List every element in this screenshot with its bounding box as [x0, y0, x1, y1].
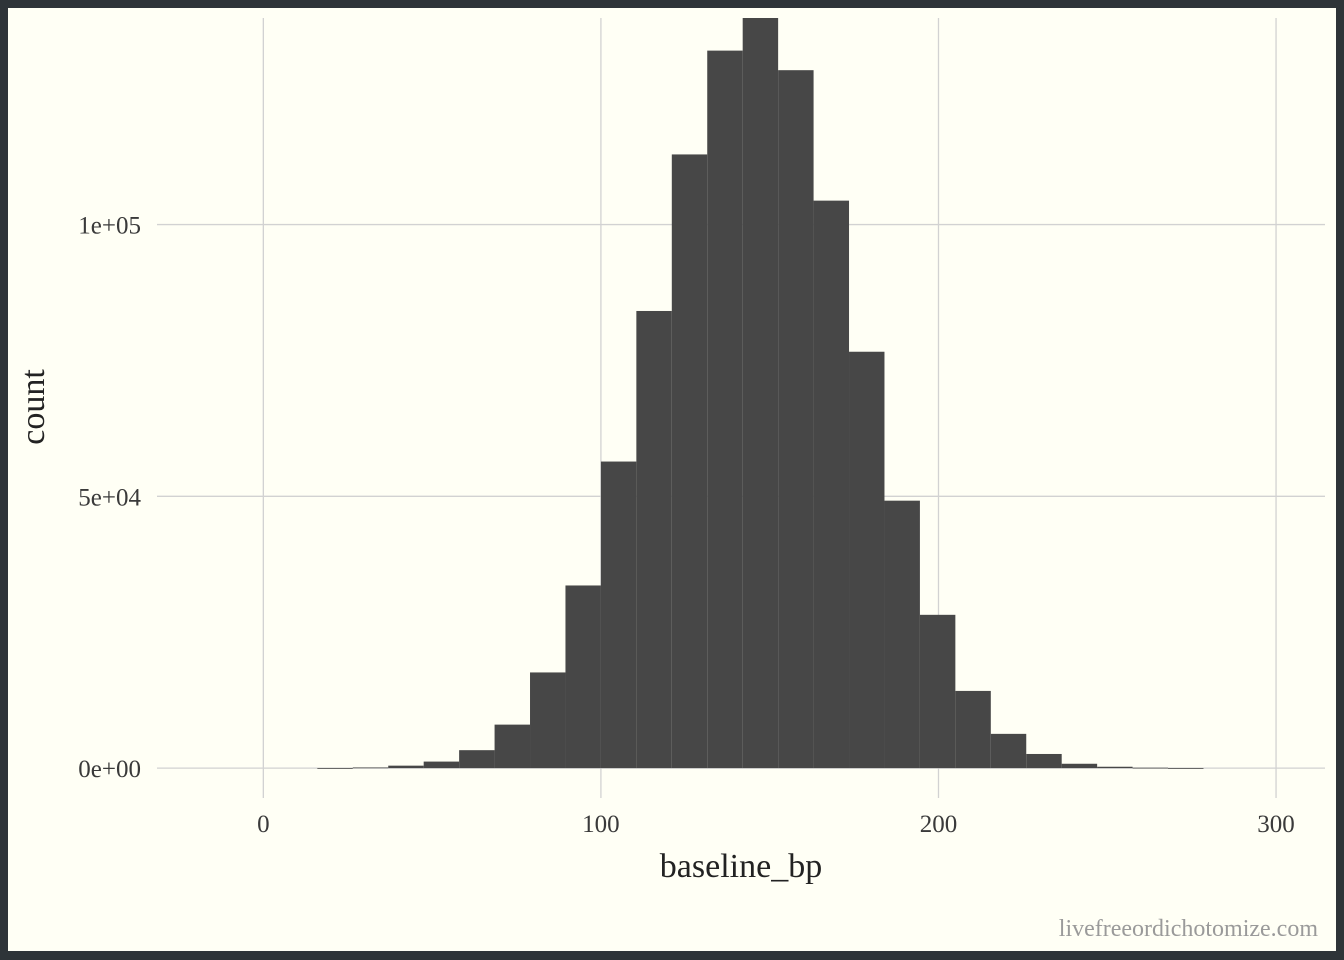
histogram-bar [1097, 766, 1133, 769]
histogram-bar [530, 672, 566, 769]
y-tick-label: 5e+04 [78, 484, 141, 511]
histogram-bar [565, 585, 601, 769]
histogram-bar [990, 733, 1027, 769]
histogram-bar [494, 724, 531, 769]
y-axis-title: count [15, 369, 52, 445]
x-axis-title: baseline_bp [660, 848, 822, 885]
histogram-bar [459, 750, 495, 769]
histogram-bar [707, 50, 743, 769]
histogram-bar [423, 761, 460, 769]
y-tick-label: 1e+05 [78, 213, 141, 240]
x-tick-label: 0 [257, 811, 270, 838]
y-tick-labels: 0e+00 5e+04 1e+05 [78, 213, 141, 784]
chart-panel: 0 100 200 300 0e+00 5e+04 1e+05 baseline_bp c… [8, 8, 1336, 951]
histogram-bar [671, 154, 708, 769]
histogram-bar [884, 500, 920, 769]
y-tick-label: 0e+00 [78, 756, 141, 783]
histogram-bar [919, 614, 956, 769]
x-tick-labels: 0 100 200 300 [257, 811, 1295, 838]
histogram-bar [1061, 763, 1098, 769]
histogram-bar [778, 70, 814, 769]
x-tick-label: 100 [582, 811, 620, 838]
histogram-bar [600, 461, 637, 769]
histogram-bar [352, 767, 389, 769]
histogram-bar [388, 765, 424, 769]
histogram-bar [1132, 767, 1169, 769]
histogram-bar [1168, 767, 1204, 769]
histogram-bar [1026, 753, 1062, 769]
histogram-bar [813, 200, 850, 769]
watermark-text: livefreeordichotomize.com [1058, 916, 1318, 942]
histogram-bar [742, 18, 779, 769]
histogram-bars [317, 18, 1204, 769]
histogram-bar [849, 351, 885, 769]
histogram-chart: 0 100 200 300 0e+00 5e+04 1e+05 baseline_bp c… [15, 18, 1325, 885]
x-tick-label: 200 [920, 811, 958, 838]
histogram-bar [955, 690, 991, 769]
histogram-bar [636, 310, 672, 769]
histogram-bar [317, 767, 353, 769]
x-tick-label: 300 [1257, 811, 1295, 838]
